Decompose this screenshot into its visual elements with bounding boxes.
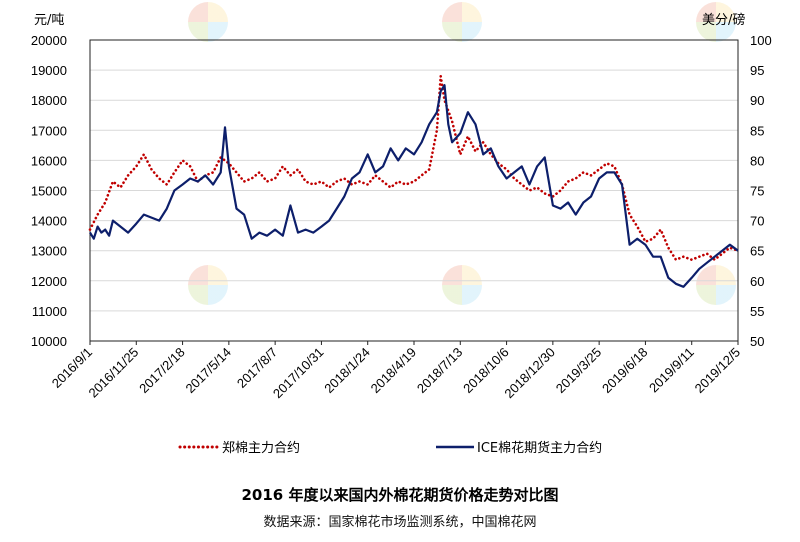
y-left-tick-label: 18000: [31, 93, 67, 108]
x-tick-label: 2018/4/19: [368, 345, 420, 397]
legend-label-ice: ICE棉花期货主力合约: [477, 440, 602, 456]
y-right-tick-label: 55: [750, 304, 764, 319]
x-tick-label: 2018/12/30: [501, 345, 558, 402]
left-y-axis: 10000 11000 12000 13000 14000 15000 16000 17000…: [31, 33, 67, 349]
x-tick-label: 2017/10/31: [270, 345, 327, 402]
y-right-tick-label: 90: [750, 93, 764, 108]
x-tick-label: 2019/6/18: [599, 345, 651, 397]
y-left-tick-label: 15000: [31, 184, 67, 199]
y-left-tick-label: 10000: [31, 334, 67, 349]
y-left-tick-label: 20000: [31, 33, 67, 48]
y-left-tick-label: 19000: [31, 63, 67, 78]
y-right-tick-label: 80: [750, 153, 764, 168]
x-tick-label: 2017/2/18: [136, 345, 188, 397]
watermark-logo: [696, 2, 736, 42]
y-right-tick-label: 50: [750, 334, 764, 349]
y-right-tick-label: 100: [750, 33, 772, 48]
y-left-tick-label: 14000: [31, 214, 67, 229]
y-left-tick-label: 16000: [31, 153, 67, 168]
y-left-tick-label: 12000: [31, 274, 67, 289]
x-tick-label: 2019/3/25: [553, 345, 605, 397]
legend: 郑棉主力合约 ICE棉花期货主力合约: [178, 440, 602, 456]
left-axis-unit: 元/吨: [34, 13, 64, 28]
y-right-tick-label: 65: [750, 244, 764, 259]
y-right-tick-label: 95: [750, 63, 764, 78]
x-tick-label: 2018/1/24: [321, 345, 373, 397]
watermark-logo: [442, 2, 482, 42]
y-right-tick-label: 75: [750, 184, 764, 199]
watermark-logo: [188, 2, 228, 42]
legend-label-zhengmian: 郑棉主力合约: [222, 441, 300, 456]
chart-title: 2016 年度以来国内外棉花期货价格走势对比图: [241, 486, 559, 504]
x-tick-label: 2016/11/25: [85, 345, 141, 401]
series-line-zhengmian: [88, 74, 740, 262]
watermark-logo: [696, 265, 736, 305]
x-tick-label: 2019/12/5: [692, 345, 744, 397]
y-right-tick-label: 60: [750, 274, 764, 289]
x-tick-label: 2017/5/14: [182, 345, 234, 397]
right-axis-unit: 美分/磅: [702, 12, 745, 28]
x-tick-label: 2018/7/13: [414, 345, 466, 397]
y-left-tick-label: 11000: [32, 304, 67, 319]
watermark-logo: [188, 265, 228, 305]
series-layer: [88, 74, 740, 288]
x-tick-label: 2019/9/11: [646, 345, 697, 396]
y-left-tick-label: 17000: [31, 123, 67, 138]
x-tick-label: 2017/8/7: [234, 345, 280, 391]
series-line-ice: [89, 84, 739, 288]
grid-lines: [90, 39, 738, 342]
y-right-tick-label: 70: [750, 214, 764, 229]
x-tick-label: 2016/9/1: [49, 345, 95, 391]
y-left-tick-label: 13000: [31, 244, 67, 259]
right-y-axis: 50 55 60 65 70 75 80 85 90 95 100: [750, 33, 772, 349]
data-source: 数据来源：国家棉花市场监测系统，中国棉花网: [263, 515, 537, 530]
y-right-tick-label: 85: [750, 123, 764, 138]
watermark-logo: [442, 265, 482, 305]
chart: 元/吨 美分/磅 1000011000120001300014000150001…: [31, 12, 772, 456]
